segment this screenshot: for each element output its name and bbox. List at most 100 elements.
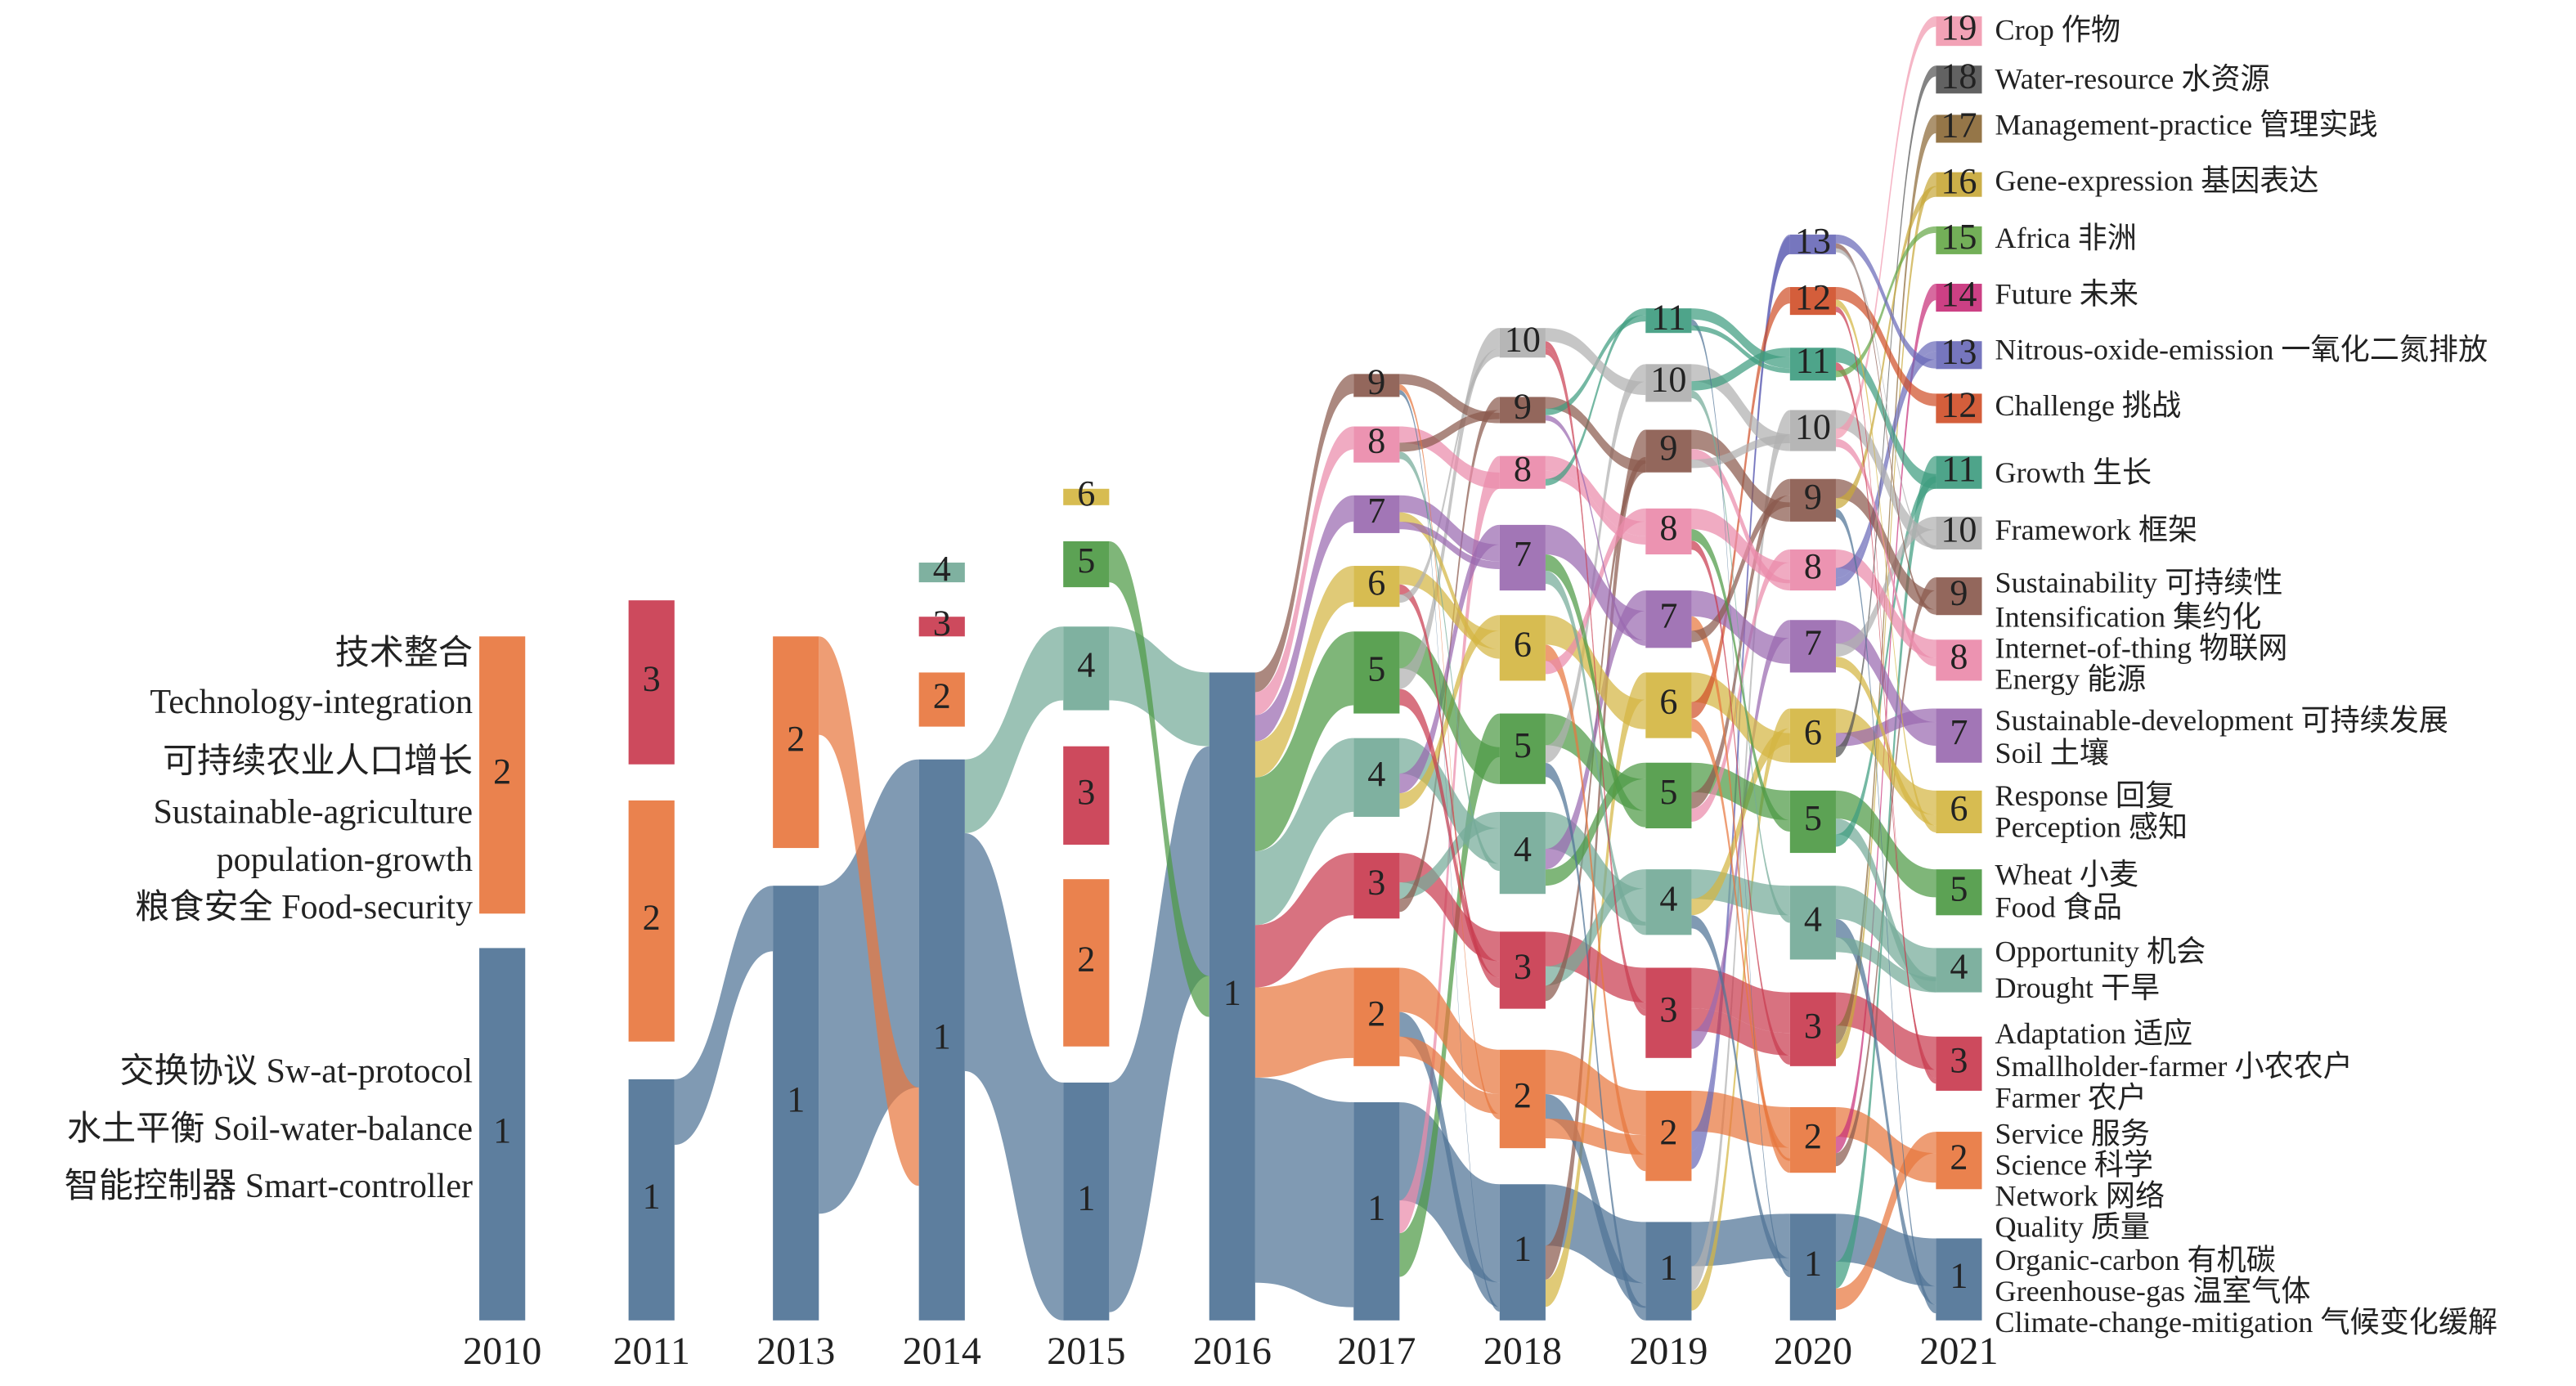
flow	[1835, 306, 1936, 1084]
flow	[1835, 287, 1936, 406]
right-label: Service 服务	[1995, 1117, 2150, 1150]
node-number: 6	[1659, 682, 1677, 722]
flow	[1254, 853, 1354, 988]
right-label: Management-practice 管理实践	[1995, 109, 2378, 141]
year-label: 2015	[1047, 1330, 1125, 1373]
right-label: Wheat 小麦	[1995, 858, 2138, 890]
node	[1936, 639, 1982, 681]
flow	[1691, 728, 1790, 916]
right-label: Quality 质量	[1995, 1211, 2150, 1244]
right-label: Response 回复	[1995, 779, 2175, 812]
flow	[1399, 967, 1500, 1094]
node-number: 1	[1077, 1177, 1095, 1218]
year-label: 2011	[613, 1330, 689, 1373]
right-label: Soil 土壤	[1995, 737, 2109, 769]
node-number: 14	[1941, 274, 1977, 314]
node	[1499, 397, 1546, 424]
flow	[1691, 620, 1790, 1049]
flow	[1691, 478, 1790, 809]
node-number: 13	[1941, 331, 1977, 371]
node-number: 5	[1804, 798, 1822, 838]
node-number: 2	[1514, 1075, 1532, 1115]
node	[918, 759, 965, 1321]
flow	[1545, 455, 1646, 536]
flow	[1691, 319, 1790, 1278]
node-number: 9	[1804, 477, 1822, 517]
year-label: 2014	[903, 1330, 981, 1373]
flow	[1691, 410, 1790, 1291]
flow	[1254, 967, 1354, 1078]
flow	[1545, 931, 1646, 1002]
left-label: 技术整合	[335, 634, 473, 672]
node-number: 2	[1367, 994, 1385, 1034]
node-number: 7	[1804, 622, 1822, 662]
node	[1499, 524, 1546, 591]
flow	[1691, 540, 1790, 1065]
year-label: 2021	[1919, 1330, 1998, 1373]
node	[1645, 869, 1692, 935]
node	[1789, 410, 1836, 451]
right-label: Crop 作物	[1995, 13, 2120, 46]
node-number: 8	[1659, 508, 1677, 548]
left-label: 可持续农业人口增长	[163, 742, 473, 780]
node	[1063, 879, 1110, 1047]
flow	[1835, 992, 1936, 1070]
node-number: 6	[1367, 563, 1385, 603]
node	[1936, 284, 1982, 312]
node	[1645, 1090, 1692, 1182]
node	[1789, 549, 1836, 591]
node-number: 1	[1659, 1248, 1677, 1288]
flow	[1691, 495, 1790, 643]
node	[1936, 114, 1982, 143]
flow	[1399, 512, 1500, 659]
flow	[1545, 470, 1646, 545]
node	[918, 672, 965, 727]
node	[1353, 967, 1400, 1066]
node	[1353, 374, 1400, 397]
node-number: 2	[933, 676, 951, 716]
flow	[1691, 672, 1790, 763]
flow	[1545, 762, 1646, 886]
node	[1353, 495, 1400, 533]
flow	[1691, 234, 1790, 1151]
node	[773, 636, 819, 849]
node	[1645, 762, 1692, 828]
right-label: Framework 框架	[1995, 514, 2198, 546]
flow	[1691, 529, 1790, 832]
node	[1645, 364, 1692, 402]
right-label: Smallholder-farmer 小农农户	[1995, 1050, 2353, 1083]
node	[1936, 708, 1982, 763]
right-label: Africa 非洲	[1995, 222, 2137, 254]
flow	[1835, 16, 1936, 439]
flow	[1835, 516, 1936, 657]
flow	[1399, 410, 1500, 452]
node-number: 4	[1950, 947, 1968, 987]
right-label: Sustainable-development 可持续发展	[1995, 704, 2448, 737]
flow	[1399, 1036, 1500, 1115]
flow	[1545, 364, 1646, 763]
node	[1353, 426, 1400, 463]
flow	[1109, 626, 1209, 747]
node-number: 3	[1659, 989, 1677, 1029]
flow	[1399, 348, 1500, 603]
node-number: 6	[1804, 712, 1822, 752]
flow	[1399, 853, 1500, 962]
node-number: 2	[643, 897, 661, 937]
right-label: Internet-of-thing 物联网	[1995, 632, 2288, 665]
node-number: 18	[1941, 56, 1977, 96]
node-number: 5	[1367, 649, 1385, 689]
flow	[1835, 348, 1936, 489]
flow	[1835, 549, 1936, 658]
node-number: 4	[933, 549, 951, 589]
node	[1645, 308, 1692, 334]
node-number: 1	[1367, 1187, 1385, 1227]
node	[1936, 516, 1982, 549]
node	[1499, 615, 1546, 681]
flow	[1835, 362, 1936, 1079]
flow	[1835, 234, 1936, 369]
node	[1789, 620, 1836, 673]
node-number: 19	[1941, 7, 1977, 47]
node	[1353, 853, 1400, 919]
flow	[1254, 566, 1354, 778]
node-number: 2	[1659, 1112, 1677, 1152]
